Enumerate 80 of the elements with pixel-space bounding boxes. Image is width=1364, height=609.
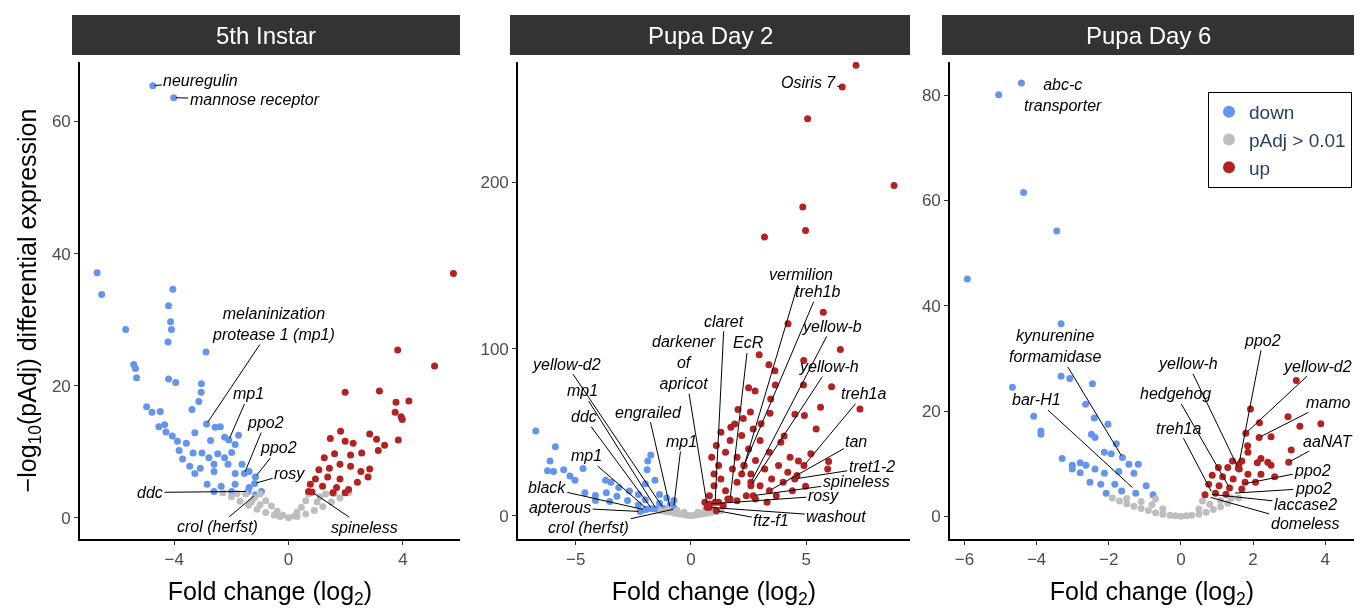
y-tick-label: 40 [921, 296, 941, 316]
annotation: yellow-h [1158, 355, 1218, 372]
annotation: aaNAT [1303, 433, 1353, 450]
annotation: yellow-h [799, 358, 859, 375]
y-tick-label: 20 [921, 402, 941, 422]
annotation: rosy [274, 465, 306, 482]
annotation: hedgehog [1140, 385, 1212, 402]
y-tick-label: 80 [921, 86, 941, 106]
annotation: apterous [529, 499, 592, 516]
x-axis-title: Fold change (log$_{2}$) [167, 576, 373, 609]
x-tick-label: −5 [565, 550, 586, 570]
annotation: laccase2 [1274, 496, 1338, 513]
annotation: bar-H1 [1012, 391, 1061, 408]
annotation: mamo [1306, 394, 1351, 411]
annotation: mp1 [571, 447, 603, 464]
annotation: domeless [1271, 515, 1340, 532]
chart-title: Pupa Day 6 [1086, 22, 1212, 49]
y-tick-label: 200 [480, 173, 509, 193]
annotation: ppo2 [1295, 480, 1332, 497]
annotation: vermilion [769, 266, 834, 283]
x-tick-label: 0 [283, 550, 294, 570]
legend-label: pAdj > 0.01 [1249, 129, 1346, 151]
annotation: yellow-d2 [1283, 358, 1352, 375]
annotation: darkener of apricot [652, 333, 716, 392]
y-tick-label: 40 [51, 244, 71, 264]
legend-label: up [1249, 157, 1271, 179]
x-tick-label: 4 [1320, 550, 1330, 570]
annotation: kynurenine formamidase [1009, 327, 1102, 365]
annotation: black [528, 479, 567, 496]
x-tick-label: 5 [801, 550, 811, 570]
annotation: abc-c transporter [1024, 76, 1103, 114]
annotation: tan [845, 433, 868, 450]
legend-label: down [1249, 102, 1295, 124]
annotation: neuregulin [163, 72, 238, 89]
x-tick-label: 4 [398, 550, 408, 570]
y-tick-label: 0 [499, 506, 509, 526]
x-tick-label: −6 [954, 550, 975, 570]
annotation: claret [704, 313, 744, 330]
annotation: yellow-d2 [532, 356, 601, 373]
x-tick-label: 0 [1176, 550, 1186, 570]
annotation: EcR [733, 334, 764, 351]
x-axis-title: Fold change (log$_{2}$) [1049, 576, 1255, 609]
x-tick-label: −2 [1099, 550, 1119, 570]
annotation: mp1 [233, 385, 265, 402]
annotation: engrailed [615, 404, 682, 421]
y-tick-label: 60 [51, 112, 71, 132]
x-axis-title: Fold change (log$_{2}$) [611, 576, 817, 609]
annotation: crol (herfst) [177, 518, 258, 535]
annotation: Osiris 7 [781, 74, 837, 91]
x-tick-label: −4 [1026, 550, 1047, 570]
y-tick-label: 20 [51, 376, 71, 396]
annotation: mp1 [567, 382, 599, 399]
annotation: spineless [823, 473, 890, 490]
annotation: mp1 [666, 433, 698, 450]
annotation: treh1a [841, 385, 887, 402]
y-tick-label: 0 [931, 507, 941, 527]
annotation: treh1b [795, 283, 841, 300]
chart-title: 5th Instar [216, 22, 317, 49]
annotation: spineless [331, 519, 398, 536]
annotation: mannose receptor [190, 91, 320, 108]
annotation: treh1a [1156, 420, 1202, 437]
annotation: ddc [571, 408, 597, 425]
y-tick-label: 60 [921, 191, 941, 211]
chart-title: Pupa Day 2 [648, 22, 774, 49]
y-tick-label: 100 [480, 339, 509, 359]
annotation: ppo2 [260, 439, 297, 456]
annotation: washout [806, 508, 867, 525]
annotation: ppo2 [247, 414, 284, 431]
x-tick-label: 0 [686, 550, 696, 570]
annotation: tret1-2 [849, 458, 896, 475]
annotation: ppo2 [1244, 332, 1281, 349]
annotation: melaninization protease 1 (mp1) [212, 305, 335, 343]
annotation: ppo2 [1294, 462, 1331, 479]
y-tick-label: 0 [61, 508, 71, 528]
annotation: yellow-b [802, 318, 862, 335]
annotation: ftz-f1 [753, 512, 789, 529]
annotation: ddc [137, 484, 163, 501]
x-tick-label: 2 [1248, 550, 1258, 570]
annotation: crol (herfst) [548, 519, 629, 536]
x-tick-label: −4 [164, 550, 184, 570]
